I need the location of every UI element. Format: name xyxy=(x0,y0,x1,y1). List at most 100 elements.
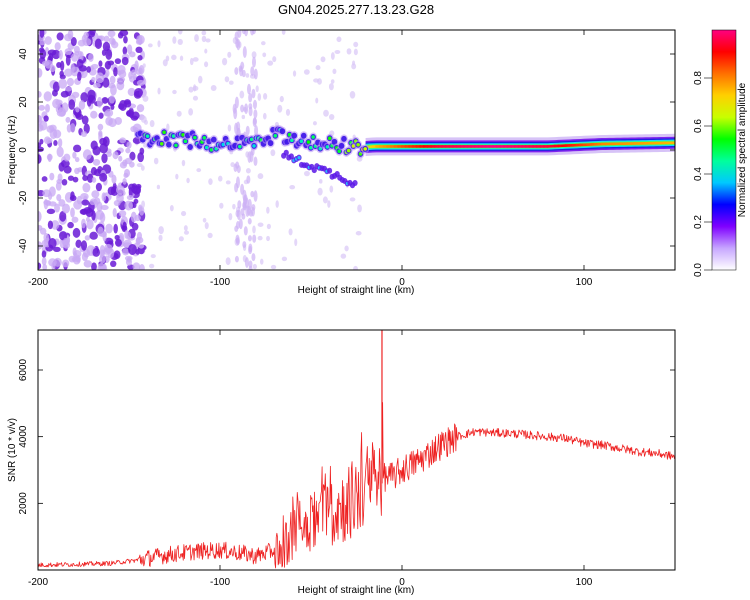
spectrogram-ridge-blob xyxy=(346,148,351,153)
spectrogram-noise-speck xyxy=(95,209,105,220)
spectrogram-noise-speck xyxy=(84,235,91,241)
spectrogram-noise-speck xyxy=(59,70,64,77)
spectrogram-noise-speck xyxy=(252,263,257,270)
colorbar: 0.0 0.2 0.4 0.6 0.8 Normalized spectral ampl… xyxy=(693,29,748,277)
spectrogram-noise-speck xyxy=(243,194,248,205)
spectrogram-noise-speck xyxy=(100,204,109,211)
colorbar-tick-label: 0.6 xyxy=(693,119,704,133)
spectrogram-noise-speck xyxy=(63,241,71,249)
spectrogram-noise-speck xyxy=(110,104,115,110)
spectrogram-noise-speck xyxy=(70,207,75,218)
spectrogram-noise-speck xyxy=(245,168,251,174)
spectrogram-noise-speck xyxy=(64,48,73,56)
spectrogram-noise-speck xyxy=(101,153,108,164)
spectrogram-noise-speck xyxy=(158,226,164,235)
spectrogram-noise-speck xyxy=(114,58,122,65)
spectrogram-noise-speck xyxy=(315,65,321,71)
spectrogram-noise-speck xyxy=(92,247,100,257)
spectrogram-noise-speck xyxy=(238,65,243,72)
spectrogram-x-tick-label: -200 xyxy=(28,277,48,288)
spectrogram-noise-speck xyxy=(234,67,239,75)
spectrogram-noise-speck xyxy=(119,137,127,144)
spectrogram-noise-speck xyxy=(75,113,84,120)
spectrogram-noise-speck xyxy=(207,232,213,239)
spectrogram-noise-speck xyxy=(56,32,64,41)
spectrogram-noise-speck xyxy=(349,90,356,99)
spectrogram-noise-speck xyxy=(73,144,82,153)
spectrogram-noise-speck xyxy=(108,118,117,128)
spectrogram-noise-speck xyxy=(95,72,105,84)
spectrogram-noise-speck xyxy=(344,245,349,252)
spectrogram-noise-speck xyxy=(261,41,266,46)
spectrogram-noise-speck xyxy=(158,234,163,241)
spectrogram-noise-speck xyxy=(210,85,217,91)
spectrogram-noise-speck xyxy=(148,263,155,269)
spectrogram-noise-speck xyxy=(114,234,120,241)
snr-y-tick-label: 2000 xyxy=(18,492,29,515)
spectrogram-ridge-blob xyxy=(174,143,178,148)
spectrogram-noise-speck xyxy=(98,112,104,119)
spectrogram-noise-speck xyxy=(157,40,161,48)
spectrogram-noise-speck xyxy=(116,80,125,91)
spectrogram-noise-speck xyxy=(94,38,102,49)
spectrogram-ridge-blob xyxy=(337,149,342,153)
spectrogram-noise-speck xyxy=(140,165,145,171)
spectrogram-noise-speck xyxy=(243,226,248,236)
spectrogram-noise-speck xyxy=(99,254,106,264)
spectrogram-noise-speck xyxy=(323,109,329,117)
spectrogram-noise-speck xyxy=(181,159,186,167)
spectrogram-noise-speck xyxy=(262,112,267,120)
spectrogram-noise-speck xyxy=(277,104,283,113)
snr-x-label: Height of straight line (km) xyxy=(298,585,415,596)
spectrogram-noise-speck xyxy=(234,225,239,232)
spectrogram-y-ticks: -40 -20 0 20 40 xyxy=(18,48,675,253)
spectrogram-noise-speck xyxy=(52,89,58,97)
spectrogram-noise-speck xyxy=(250,66,255,76)
spectrogram-noise-speck xyxy=(90,110,98,119)
spectrogram-noise-speck xyxy=(156,184,161,190)
spectrogram-noise-speck xyxy=(126,256,132,263)
spectrogram-noise-speck xyxy=(115,185,125,195)
spectrogram-noise-speck xyxy=(133,198,139,204)
spectrogram-noise-speck xyxy=(43,115,49,122)
spectrogram-ridge-blob xyxy=(311,135,315,139)
spectrogram-noise-speck xyxy=(235,210,240,218)
spectrogram-noise-speck xyxy=(141,200,146,209)
spectrogram-noise-speck xyxy=(135,69,142,75)
spectrogram-noise-speck xyxy=(253,109,258,119)
spectrogram-ridge-blob xyxy=(341,135,347,142)
spectrogram-noise-speck xyxy=(122,177,127,185)
spectrogram-noise-speck xyxy=(249,150,254,163)
spectrogram-noise-speck xyxy=(38,91,42,98)
spectrogram-noise-speck xyxy=(134,60,139,72)
spectrogram-noise-speck xyxy=(294,238,298,247)
spectrogram-ridge-blob xyxy=(326,167,333,174)
spectrogram-noise-speck xyxy=(188,86,194,93)
spectrogram-noise-speck xyxy=(142,63,146,68)
spectrogram-noise-speck xyxy=(281,256,288,262)
spectrogram-noise-speck xyxy=(186,177,190,184)
colorbar-tick-label: 0.2 xyxy=(693,215,704,229)
spectrogram-y-tick-label: 0 xyxy=(18,147,29,153)
spectrogram-noise-speck xyxy=(85,216,90,223)
snr-y-tick-label: 6000 xyxy=(18,358,29,381)
spectrogram-noise-speck xyxy=(43,199,52,206)
spectrogram-noise-speck xyxy=(114,238,122,247)
spectrogram-x-tick-label: 0 xyxy=(399,277,405,288)
spectrogram-noise-speck xyxy=(189,57,194,66)
spectrogram-noise-speck xyxy=(45,137,53,144)
colorbar-scale xyxy=(711,29,737,271)
spectrogram-noise-speck xyxy=(81,34,88,43)
colorbar-tick-label: 0.0 xyxy=(693,263,704,277)
spectrogram-noise-speck xyxy=(275,200,279,208)
spectrogram-noise-speck xyxy=(129,151,136,161)
spectrogram-noise-speck xyxy=(41,250,47,258)
spectrogram-ridge-blob xyxy=(211,136,217,143)
spectrogram-noise-speck xyxy=(67,221,74,229)
spectrogram-noise-speck xyxy=(138,204,143,212)
spectrogram-noise-speck xyxy=(42,264,48,270)
spectrogram-noise-speck xyxy=(118,155,123,162)
spectrogram-noise-speck xyxy=(320,56,326,63)
spectrogram-noise-speck xyxy=(131,185,138,194)
spectrogram-noise-speck xyxy=(91,210,96,221)
